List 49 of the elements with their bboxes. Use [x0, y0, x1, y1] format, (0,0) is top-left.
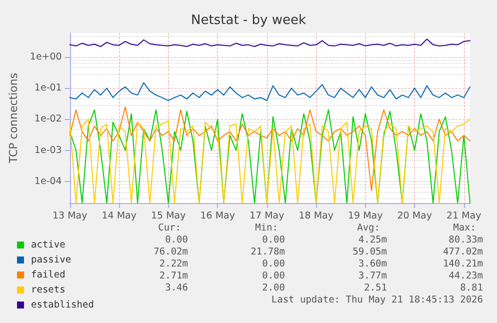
legend-label: active	[31, 240, 66, 250]
y-axis-title: TCP connections	[7, 72, 20, 164]
x-tick-label: 14 May	[102, 210, 137, 222]
legend-label: established	[31, 300, 94, 310]
legend-label: resets	[31, 284, 66, 296]
text: Max:	[453, 222, 476, 234]
y-tick-label: 1e-03	[34, 144, 62, 156]
text: 140.21m	[442, 258, 484, 270]
text: 8.81	[460, 282, 484, 294]
line-series	[69, 82, 470, 102]
line-series	[69, 38, 470, 48]
legend-label: passive	[31, 254, 72, 266]
text: 3.60m	[358, 258, 388, 270]
text: 59.05m	[352, 246, 388, 258]
text: 0.00	[165, 234, 188, 246]
text: 80.33m	[448, 234, 484, 246]
text: 21.78m	[250, 246, 286, 258]
y-tick-label: 1e+00	[30, 52, 62, 63]
text: 2.22m	[159, 258, 188, 270]
text: 4.25m	[358, 234, 388, 246]
text: 3.46	[165, 282, 188, 294]
text: 2.51	[364, 282, 388, 294]
text: Cur:	[158, 222, 181, 234]
text: 2.00	[262, 282, 286, 294]
x-tick-label: 19 May	[348, 210, 384, 222]
text: Last update: Thu May 21 18:45:13 2026	[271, 294, 484, 306]
text: 44.23m	[448, 270, 484, 282]
legend-label: failed	[31, 270, 66, 280]
text: 3.77m	[358, 270, 388, 282]
text: 0.00	[262, 270, 286, 282]
text: 0.00	[262, 258, 286, 270]
y-tick-label: 1e-04	[34, 176, 62, 187]
chart-title: Netstat - by week	[191, 13, 306, 28]
x-tick-label: 18 May	[298, 210, 334, 222]
y-tick-label: 1e-02	[34, 114, 62, 125]
x-tick-label: 21 May	[446, 210, 482, 222]
x-tick-label: 17 May	[249, 210, 285, 222]
text: 76.02m	[154, 246, 188, 258]
x-tick-label: 15 May	[150, 210, 186, 222]
text: 0.00	[262, 234, 286, 246]
x-tick-label: 16 May	[200, 210, 236, 222]
text: Avg:	[357, 222, 380, 234]
line-series	[69, 106, 470, 192]
x-tick-label: 13 May	[52, 210, 88, 222]
text: 477.02m	[442, 246, 484, 258]
text: Min:	[255, 222, 278, 234]
text: 2.71m	[159, 270, 188, 282]
x-tick-label: 20 May	[397, 210, 432, 222]
y-tick-label: 1e-01	[34, 82, 62, 94]
